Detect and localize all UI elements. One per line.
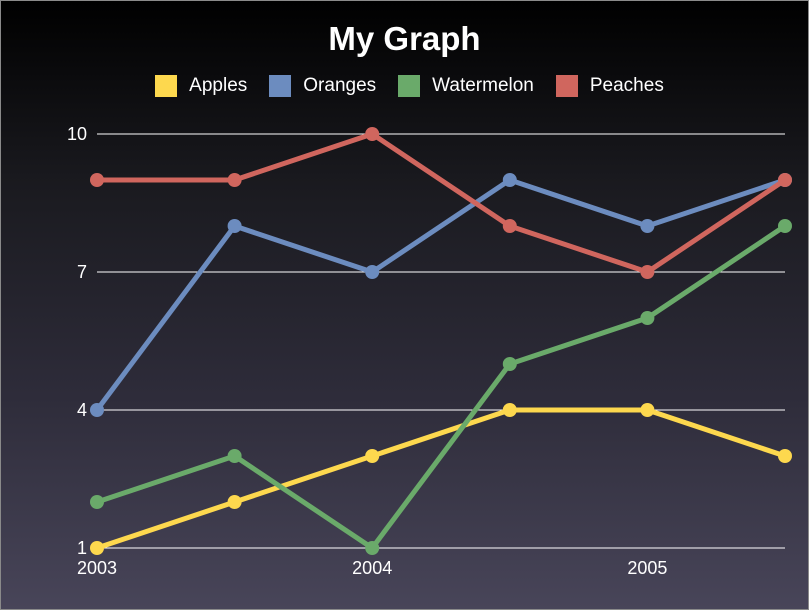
y-tick-label: 4	[77, 400, 87, 420]
legend: Apples Oranges Watermelon Peaches	[1, 75, 808, 97]
legend-label-oranges: Oranges	[303, 75, 377, 96]
x-tick-label: 2004	[352, 558, 392, 578]
data-point-watermelon	[227, 449, 242, 463]
y-tick-label: 10	[67, 124, 87, 144]
data-point-apples	[90, 541, 104, 555]
chart-title: My Graph	[328, 20, 481, 57]
data-point-watermelon	[502, 357, 517, 371]
legend-label-peaches: Peaches	[589, 75, 664, 96]
data-point-peaches	[778, 173, 792, 187]
data-point-apples	[502, 403, 517, 417]
legend-item-watermelon: Watermelon	[398, 75, 534, 97]
data-point-peaches	[227, 173, 242, 187]
series-line-peaches	[94, 131, 788, 275]
data-point-apples	[640, 403, 655, 417]
data-point-oranges	[227, 219, 242, 233]
data-point-watermelon	[640, 311, 655, 325]
data-point-watermelon	[778, 219, 792, 233]
legend-swatch-peaches	[555, 75, 578, 97]
data-point-peaches	[640, 265, 655, 279]
data-point-watermelon	[365, 541, 380, 555]
data-point-oranges	[90, 403, 104, 417]
data-point-watermelon	[90, 495, 104, 509]
legend-swatch-watermelon	[398, 75, 421, 97]
data-point-apples	[365, 449, 380, 463]
legend-item-oranges: Oranges	[269, 75, 376, 97]
series-line-apples	[94, 407, 788, 551]
legend-item-apples: Apples	[155, 75, 247, 97]
legend-label-watermelon: Watermelon	[432, 75, 534, 96]
series-line-watermelon	[94, 223, 788, 551]
data-point-apples	[778, 449, 792, 463]
data-point-peaches	[365, 127, 380, 141]
legend-label-apples: Apples	[189, 75, 248, 96]
data-point-peaches	[90, 173, 104, 187]
legend-swatch-oranges	[269, 75, 292, 97]
y-tick-label: 7	[77, 262, 87, 282]
x-tick-label: 2003	[77, 558, 117, 578]
data-point-oranges	[502, 173, 517, 187]
series-line-oranges	[94, 177, 788, 413]
y-tick-label: 1	[77, 538, 87, 558]
x-tick-label: 2005	[627, 558, 667, 578]
data-point-oranges	[640, 219, 655, 233]
legend-swatch-apples	[155, 75, 178, 97]
data-point-apples	[227, 495, 242, 509]
data-point-peaches	[502, 219, 517, 233]
legend-item-peaches: Peaches	[555, 75, 664, 97]
data-point-oranges	[365, 265, 380, 279]
